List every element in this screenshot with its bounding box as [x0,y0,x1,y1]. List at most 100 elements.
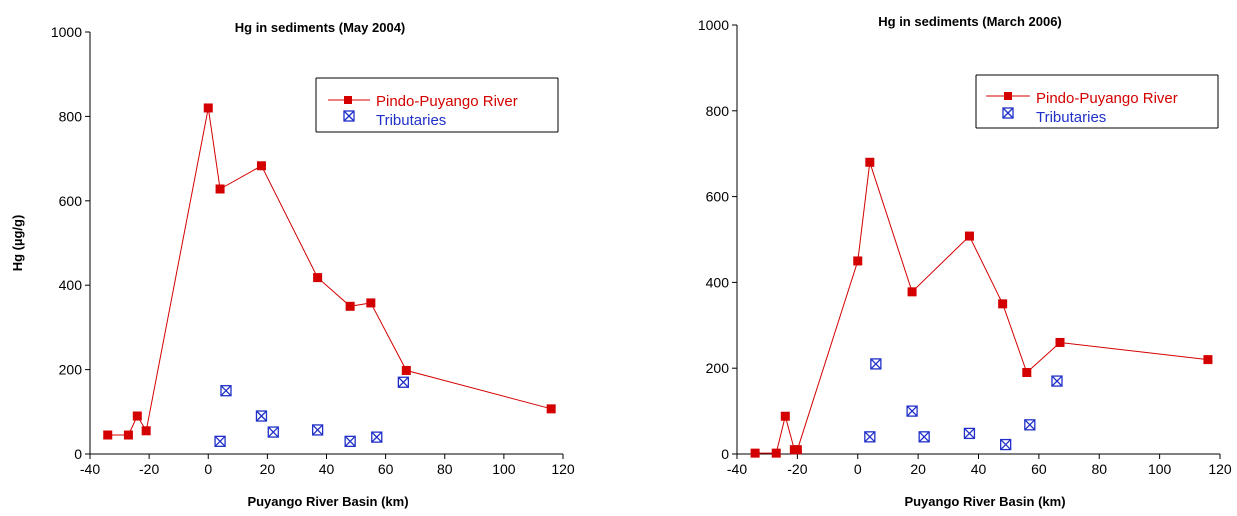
chart-may-2004: Hg in sediments (May 2004) Puyango River… [10,20,575,509]
data-point [141,426,151,436]
legend-river-marker [344,96,352,104]
data-point [792,445,802,455]
data-point [546,404,556,414]
data-point [1203,355,1213,365]
y-tick-label: 1000 [698,17,729,33]
data-point [864,431,876,443]
x-tick-label: 0 [854,461,862,477]
data-point [906,405,918,417]
x-tick-label: 60 [1031,461,1047,477]
data-point [401,365,411,375]
legend-tributaries-marker [343,110,355,122]
chart-title: Hg in sediments (March 2006) [878,14,1062,29]
y-tick-label: 0 [721,446,729,462]
x-tick-label: -20 [787,461,807,477]
data-point [366,298,376,308]
data-point [132,411,142,421]
data-point [344,435,356,447]
x-tick-label: 100 [1148,461,1172,477]
x-tick-label: -20 [139,461,159,477]
tributaries-marker-icon [343,110,355,122]
series-pindo-puyango-river [750,157,1213,458]
x-tick-label: 120 [1208,461,1232,477]
data-point [963,427,976,440]
data-point [907,287,917,297]
x-axis-label: Puyango River Basin (km) [904,494,1065,509]
x-tick-label: 80 [1091,461,1107,477]
legend: Pindo-Puyango River Tributaries [975,74,1219,129]
legend-river-label: Pindo-Puyango River [1036,90,1178,107]
x-tick-label: 20 [910,461,926,477]
legend-tributaries-marker [1002,107,1014,119]
data-point [964,231,974,241]
data-point [215,184,225,194]
data-point [371,431,383,443]
legend-river-label: Pindo-Puyango River [376,93,518,110]
y-tick-label: 600 [706,189,730,205]
chart-title: Hg in sediments (May 2004) [235,20,406,35]
y-tick-label: 1000 [51,24,82,40]
series-group [750,157,1213,458]
axes [85,31,564,459]
x-tick-label: 100 [492,461,516,477]
data-point [103,430,113,440]
data-point [870,358,882,370]
data-point [267,426,279,438]
data-point [311,424,324,436]
legend-river-marker [1004,92,1012,100]
series-tributaries [214,376,410,447]
y-tick-label: 600 [59,193,83,209]
data-point [1055,337,1065,347]
data-point [397,376,410,388]
data-point [1024,419,1036,431]
series-line [755,162,1208,454]
tributaries-marker-icon [1002,107,1014,119]
data-point [220,385,232,397]
data-point [256,161,266,171]
data-point [313,273,323,283]
data-point [750,448,760,458]
tick-labels: -40 -20 0 20 40 60 80 100 120 0 200 400 600 800 1000 [51,24,575,477]
x-tick-label: 40 [319,461,335,477]
series-tributaries [864,358,1063,451]
data-point [780,411,790,421]
data-point [1051,375,1063,387]
series-pindo-puyango-river [103,103,556,440]
tick-labels: -40 -20 0 20 40 60 80 100 120 0 200 400 600 800 1000 [698,17,1232,477]
data-point [918,431,930,443]
y-tick-label: 200 [706,360,730,376]
x-tick-label: 80 [437,461,453,477]
data-point [345,301,355,311]
legend-tributaries-label: Tributaries [1036,109,1106,126]
x-axis-label: Puyango River Basin (km) [247,494,408,509]
y-tick-label: 200 [59,362,83,378]
x-tick-label: 0 [204,461,212,477]
y-axis-label: Hg (µg/g) [10,215,25,272]
series-line [107,107,552,436]
x-tick-label: -40 [727,461,747,477]
data-point [771,448,781,458]
data-point [853,256,863,266]
x-tick-label: 120 [551,461,575,477]
data-point [1022,367,1032,377]
y-tick-label: 400 [706,274,730,290]
y-tick-label: 800 [706,103,730,119]
x-tick-label: -40 [80,461,100,477]
y-tick-label: 400 [59,277,83,293]
y-tick-label: 0 [74,446,82,462]
chart-march-2006: Hg in sediments (March 2006) Puyango Riv… [698,14,1232,509]
data-point [998,299,1008,309]
x-tick-label: 60 [378,461,394,477]
y-tick-label: 800 [59,108,83,124]
data-point [1000,438,1012,451]
data-point [214,435,226,447]
axes [732,24,1221,459]
legend: Pindo-Puyango River Tributaries [315,77,559,133]
series-group [103,103,556,447]
x-tick-label: 40 [971,461,987,477]
legend-tributaries-label: Tributaries [376,112,446,129]
data-point [255,410,268,422]
data-point [865,157,875,167]
data-point [203,103,213,113]
